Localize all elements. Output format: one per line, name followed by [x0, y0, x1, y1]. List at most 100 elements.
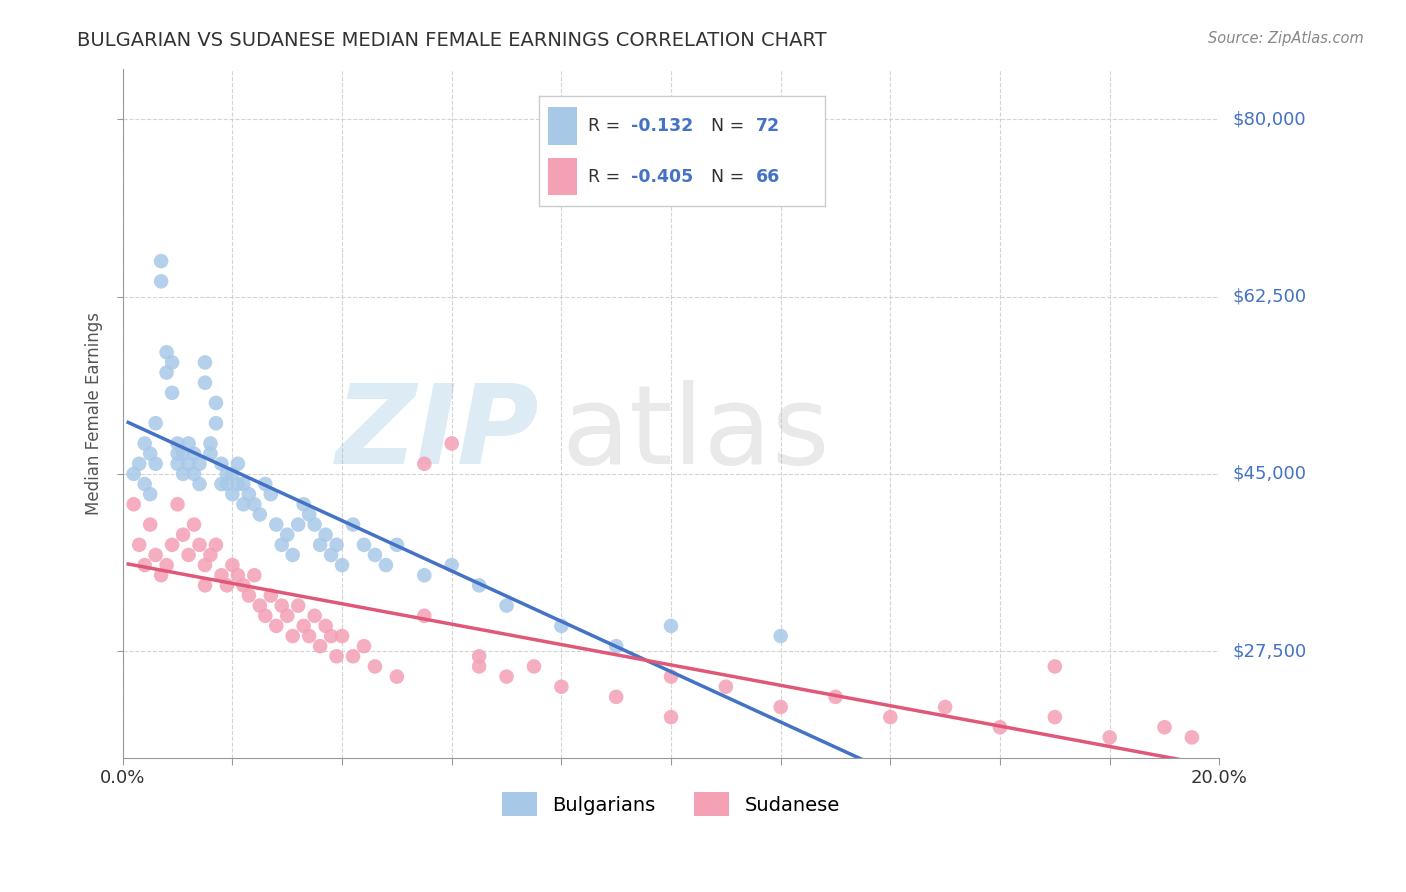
- Point: [215, 467, 238, 481]
- Point: [249, 508, 271, 522]
- Text: $62,500: $62,500: [1233, 287, 1306, 306]
- Point: [249, 599, 271, 613]
- Point: [232, 497, 254, 511]
- Point: [364, 548, 387, 562]
- Point: [221, 467, 243, 481]
- Point: [319, 629, 342, 643]
- Point: [304, 517, 326, 532]
- Point: [287, 599, 309, 613]
- Point: [139, 487, 162, 501]
- Point: [139, 517, 162, 532]
- Point: [330, 629, 353, 643]
- Point: [150, 568, 173, 582]
- Point: [385, 669, 408, 683]
- Point: [550, 619, 572, 633]
- Point: [270, 538, 292, 552]
- Point: [605, 690, 627, 704]
- Point: [209, 568, 232, 582]
- Point: [287, 517, 309, 532]
- Legend: Bulgarians, Sudanese: Bulgarians, Sudanese: [494, 784, 848, 823]
- Point: [183, 517, 205, 532]
- Point: [468, 649, 491, 664]
- Point: [364, 659, 387, 673]
- Point: [243, 497, 266, 511]
- Point: [309, 538, 332, 552]
- Point: [226, 477, 249, 491]
- Point: [155, 366, 177, 380]
- Point: [659, 710, 682, 724]
- Point: [353, 639, 375, 653]
- Point: [134, 558, 156, 573]
- Point: [353, 538, 375, 552]
- Point: [209, 457, 232, 471]
- Point: [440, 558, 463, 573]
- Point: [177, 548, 200, 562]
- Point: [194, 355, 217, 369]
- Point: [155, 345, 177, 359]
- Point: [276, 608, 298, 623]
- Point: [714, 680, 737, 694]
- Point: [150, 254, 173, 268]
- Point: [824, 690, 846, 704]
- Point: [160, 355, 183, 369]
- Point: [495, 669, 517, 683]
- Point: [243, 568, 266, 582]
- Point: [177, 436, 200, 450]
- Point: [226, 457, 249, 471]
- Point: [145, 457, 167, 471]
- Point: [769, 629, 792, 643]
- Point: [166, 436, 188, 450]
- Point: [1043, 659, 1066, 673]
- Point: [440, 436, 463, 450]
- Point: [160, 385, 183, 400]
- Point: [281, 548, 304, 562]
- Point: [879, 710, 901, 724]
- Point: [325, 538, 347, 552]
- Point: [166, 497, 188, 511]
- Point: [205, 416, 228, 430]
- Point: [194, 558, 217, 573]
- Point: [200, 548, 222, 562]
- Point: [468, 578, 491, 592]
- Point: [254, 477, 277, 491]
- Text: BULGARIAN VS SUDANESE MEDIAN FEMALE EARNINGS CORRELATION CHART: BULGARIAN VS SUDANESE MEDIAN FEMALE EARN…: [77, 31, 827, 50]
- Point: [276, 527, 298, 541]
- Point: [128, 538, 150, 552]
- Point: [769, 700, 792, 714]
- Point: [281, 629, 304, 643]
- Point: [183, 447, 205, 461]
- Point: [374, 558, 396, 573]
- Point: [1181, 731, 1204, 745]
- Point: [264, 619, 287, 633]
- Point: [205, 396, 228, 410]
- Point: [330, 558, 353, 573]
- Point: [1153, 720, 1175, 734]
- Point: [523, 659, 546, 673]
- Point: [155, 558, 177, 573]
- Point: [145, 548, 167, 562]
- Point: [226, 568, 249, 582]
- Point: [385, 538, 408, 552]
- Point: [232, 477, 254, 491]
- Point: [221, 558, 243, 573]
- Point: [134, 477, 156, 491]
- Point: [188, 457, 211, 471]
- Point: [177, 457, 200, 471]
- Point: [342, 517, 364, 532]
- Point: [298, 508, 321, 522]
- Text: $45,000: $45,000: [1233, 465, 1306, 483]
- Point: [172, 447, 194, 461]
- Point: [183, 467, 205, 481]
- Point: [215, 578, 238, 592]
- Point: [550, 680, 572, 694]
- Point: [260, 487, 283, 501]
- Point: [194, 376, 217, 390]
- Point: [188, 538, 211, 552]
- Point: [200, 436, 222, 450]
- Point: [238, 487, 260, 501]
- Point: [342, 649, 364, 664]
- Point: [659, 669, 682, 683]
- Point: [221, 487, 243, 501]
- Point: [468, 659, 491, 673]
- Point: [292, 619, 315, 633]
